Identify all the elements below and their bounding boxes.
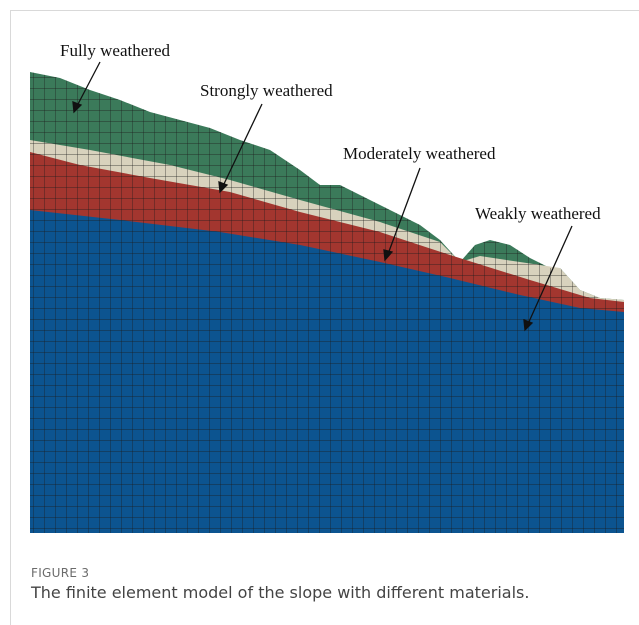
caption-label: FIGURE 3 xyxy=(31,566,89,580)
layer-label: Fully weathered xyxy=(60,41,170,60)
layer-label: Strongly weathered xyxy=(200,81,333,100)
figure-image: Fully weathered Strongly weathered Moder… xyxy=(0,0,639,560)
page: {"figure": {"labels": ["Fully weathered"… xyxy=(0,0,639,625)
layer-label: Moderately weathered xyxy=(343,144,496,163)
caption-text: The finite element model of the slope wi… xyxy=(31,583,529,602)
layer-label: Weakly weathered xyxy=(475,204,601,223)
slope-model xyxy=(30,72,624,533)
